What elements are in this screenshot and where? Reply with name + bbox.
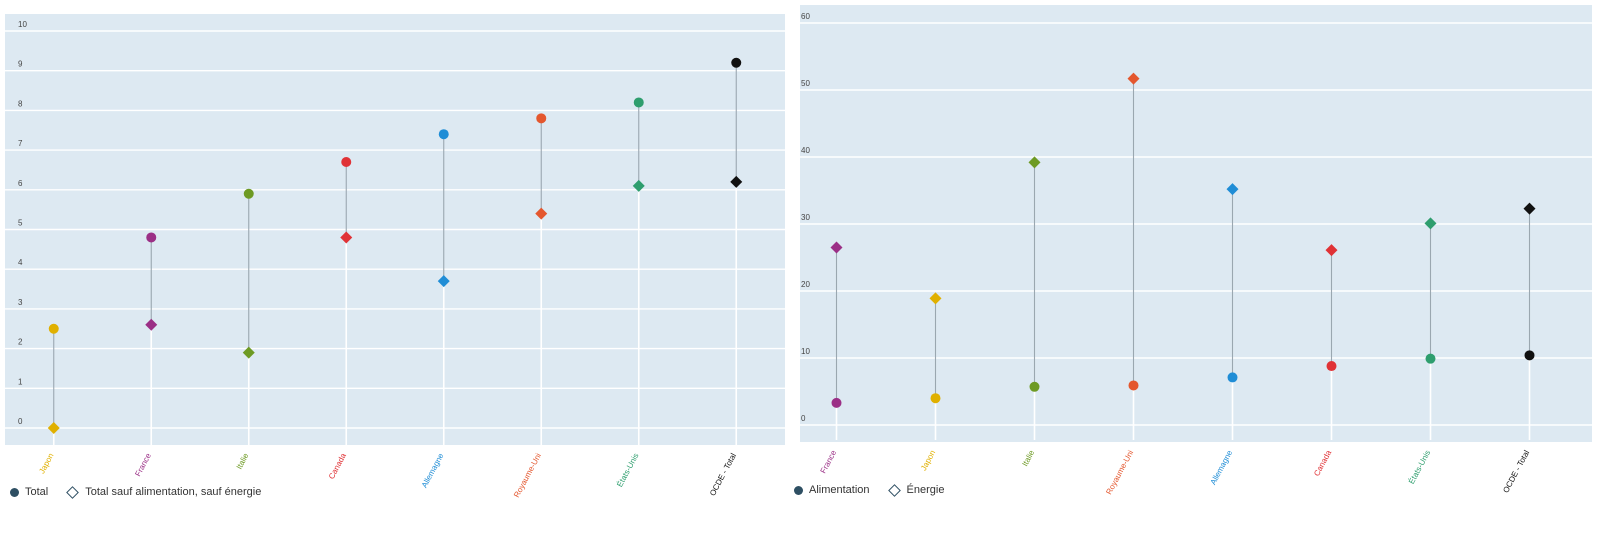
y-tick-label: 7 [18,139,23,148]
circle-marker [536,113,547,124]
category-label: États-Unis [1407,449,1432,486]
circle-marker [243,188,254,199]
legend-label-energy: Énergie [906,484,945,496]
legend-left: Total Total sauf alimentation, sauf éner… [10,485,273,499]
y-tick-label: 50 [801,79,810,88]
legend-diamond-marker [887,483,901,497]
y-tick-label: 4 [18,258,23,267]
diamond-marker [1325,244,1338,257]
circle-marker [146,232,157,243]
legend-label-food: Alimentation [809,484,870,496]
legend-circle-marker [10,487,19,497]
y-tick-label: 6 [18,179,23,188]
y-tick-label: 5 [18,219,23,228]
circle-marker [1128,380,1139,391]
circle-marker [831,397,842,408]
category-label: France [819,448,839,475]
circle-marker [1524,350,1535,361]
chart-svg-right: 0 10 20 30 40 50 60 France Japon Italie Royaume-Un… [800,5,1592,497]
circle-marker [1029,381,1040,392]
chart-panel-left: 0 1 2 3 4 5 6 7 8 9 10 Japon France Italie Canada Allem… [0,0,785,537]
diamond-marker [47,422,60,434]
y-tick-label: 0 [801,414,806,423]
category-label: Allemagne [420,451,446,489]
diamond-marker [1523,202,1536,215]
category-label: France [133,451,153,478]
legend-item-energy: Énergie [887,483,945,497]
y-tick-label: 9 [18,60,23,69]
diamond-marker [730,175,743,188]
circle-marker [1326,361,1337,372]
circle-marker [930,393,941,404]
y-tick-label: 10 [801,347,810,356]
category-label: États-Unis [615,452,640,489]
y-tick-label: 1 [18,377,23,386]
circle-marker [48,323,59,334]
circle-marker [438,129,449,140]
legend-diamond-marker [66,485,80,499]
y-tick-label: 0 [18,417,23,426]
diamond-marker [830,241,843,254]
circle-marker [1227,372,1238,383]
y-tick-label: 2 [18,338,23,347]
y-tick-label: 60 [801,12,810,21]
diamond-marker [1424,217,1437,230]
category-label: Royaume-Uni [512,452,543,500]
legend-right: Alimentation Énergie [794,483,956,497]
category-label: Canada [1312,448,1333,477]
diamond-marker [437,275,450,288]
y-tick-label: 20 [801,280,810,289]
legend-label-total: Total [25,486,49,498]
diamond-marker [145,318,158,331]
category-label: OCDE - Total [708,452,738,498]
legend-item-core: Total sauf alimentation, sauf énergie [66,485,262,499]
category-label: Italie [1020,448,1036,468]
y-tick-label: 3 [18,298,23,307]
diamond-marker [929,292,942,305]
diamond-marker [535,207,548,220]
category-label: Allemagne [1209,448,1235,486]
category-label: Canada [327,451,348,480]
y-tick-label: 10 [18,20,27,29]
y-tick-label: 8 [18,99,23,108]
category-label: Royaume-Uni [1104,449,1135,497]
category-label: Japon [919,449,937,472]
y-tick-label: 30 [801,213,810,222]
legend-label-core: Total sauf alimentation, sauf énergie [85,486,262,498]
diamond-marker [632,179,645,192]
circle-marker [731,57,742,68]
circle-marker [1425,353,1436,364]
chart-panel-right: 0 10 20 30 40 50 60 France Japon Italie Royaume-Un… [794,0,1600,537]
legend-item-food: Alimentation [794,484,870,496]
y-tick-label: 40 [801,146,810,155]
diamond-marker [1226,183,1239,196]
diamond-marker [340,231,353,244]
legend-circle-marker [794,485,803,495]
diamond-marker [1028,156,1041,169]
circle-marker [633,97,644,108]
diamond-marker [242,346,255,359]
category-label: OCDE - Total [1501,449,1531,495]
legend-item-total: Total [10,486,48,498]
category-label: Japon [37,452,55,475]
circle-marker [341,157,352,168]
diamond-marker [1127,72,1140,85]
